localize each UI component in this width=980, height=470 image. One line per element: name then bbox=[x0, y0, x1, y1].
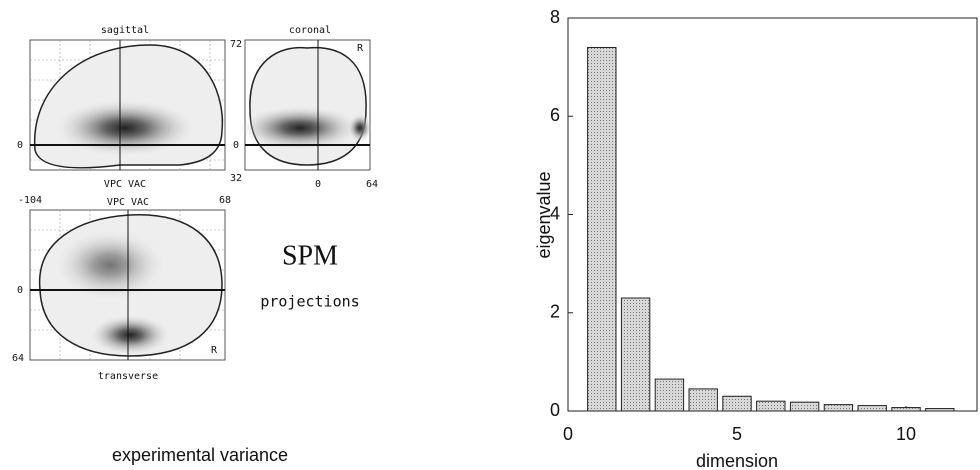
axis-text: 72 bbox=[230, 39, 242, 50]
side-label: R bbox=[211, 345, 218, 356]
axis-text: 0 bbox=[17, 285, 23, 296]
figure: sagittal 0 VPC VAC -104 68 coronal 72 0 … bbox=[0, 0, 980, 470]
x-tick-label: 10 bbox=[896, 424, 916, 444]
x-tick-label: 5 bbox=[732, 424, 742, 444]
axis-text: 64 bbox=[366, 179, 378, 190]
y-tick-label: 8 bbox=[550, 7, 560, 27]
axis-text: 32 bbox=[230, 173, 242, 184]
bar bbox=[757, 401, 785, 411]
bar bbox=[926, 409, 954, 411]
bar bbox=[588, 47, 616, 411]
bar bbox=[824, 405, 852, 411]
spm-title: SPM bbox=[282, 240, 338, 271]
side-label: R bbox=[357, 43, 364, 54]
bar bbox=[790, 402, 818, 411]
caption: experimental variance bbox=[112, 445, 288, 465]
panel-title: transverse bbox=[98, 371, 158, 382]
bar bbox=[621, 298, 649, 411]
y-tick-label: 6 bbox=[550, 105, 560, 125]
axis-text: 0 bbox=[315, 179, 321, 190]
x-axis-label: dimension bbox=[696, 451, 778, 470]
bar bbox=[655, 379, 683, 411]
axis-text: 68 bbox=[219, 195, 231, 206]
spm-subtitle: projections bbox=[260, 293, 359, 311]
axis-text: -104 bbox=[18, 195, 42, 206]
axis-text: 0 bbox=[233, 140, 239, 151]
x-tick-label: 0 bbox=[563, 424, 573, 444]
y-tick-label: 0 bbox=[550, 400, 560, 420]
axis-text: VPC VAC bbox=[104, 179, 146, 190]
bar bbox=[892, 408, 920, 411]
axis-text: VPC VAC bbox=[107, 197, 149, 208]
spm-projections: sagittal 0 VPC VAC -104 68 coronal 72 0 … bbox=[12, 25, 378, 382]
y-tick-label: 2 bbox=[550, 302, 560, 322]
axis-text: 64 bbox=[12, 353, 24, 364]
bar bbox=[858, 406, 886, 411]
panel-title: sagittal bbox=[101, 25, 149, 36]
bar bbox=[689, 389, 717, 411]
panel-title: coronal bbox=[289, 25, 331, 36]
y-tick-label: 4 bbox=[550, 203, 560, 223]
axis-text: 0 bbox=[17, 140, 23, 151]
bar bbox=[723, 396, 751, 411]
